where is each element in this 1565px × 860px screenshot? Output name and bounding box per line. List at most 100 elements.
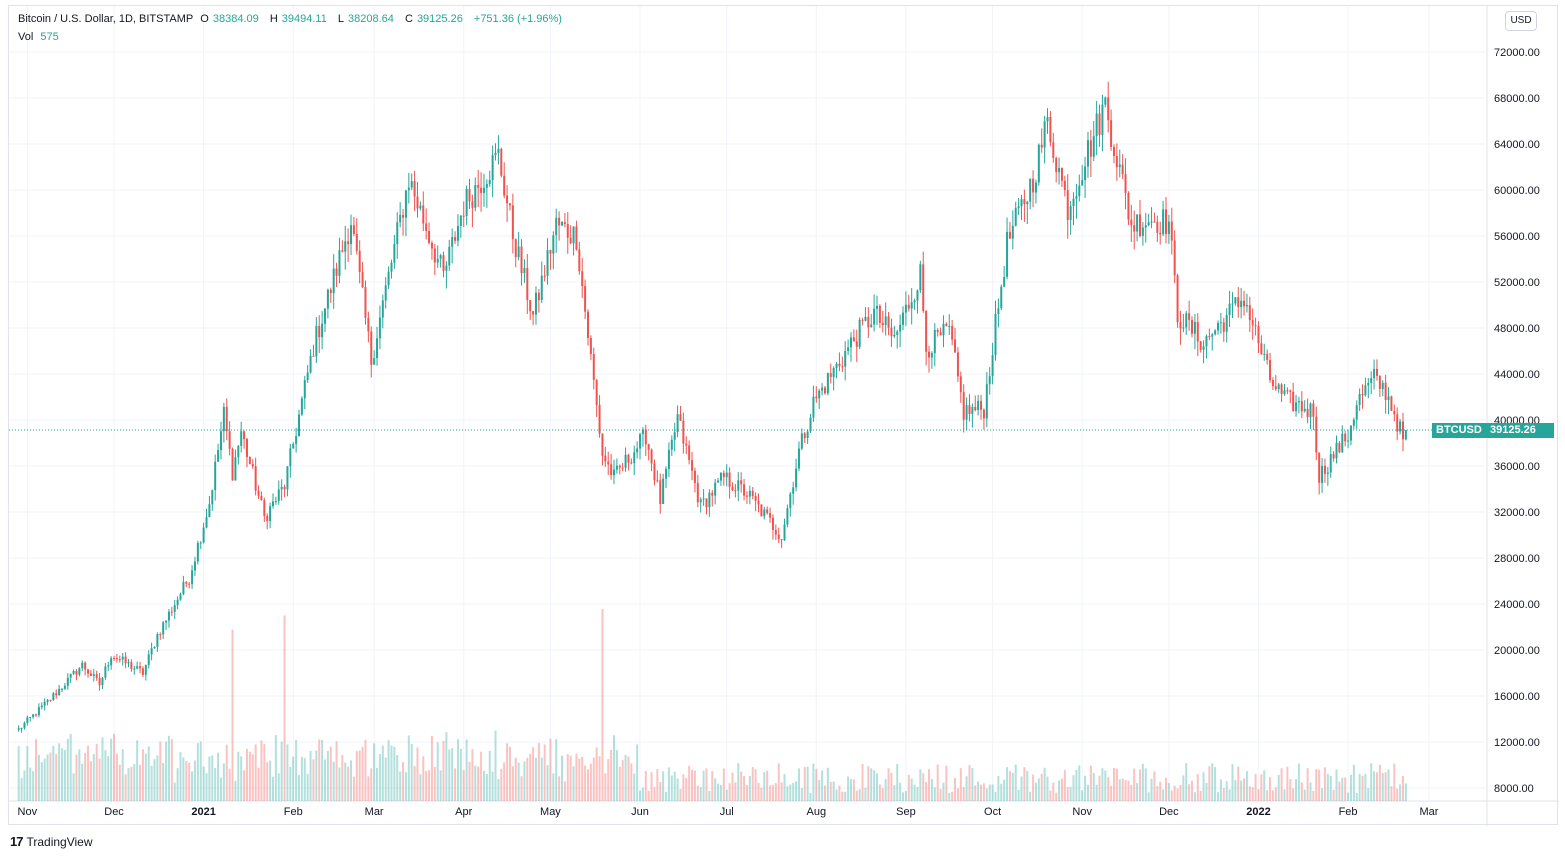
volume-bar — [234, 781, 237, 801]
volume-bar — [280, 741, 283, 801]
chart-svg[interactable]: 8000.00 12000.00 16000.00 20000.00 24000.00 2… — [9, 6, 1559, 826]
candle-body — [546, 250, 549, 276]
candle-body — [428, 231, 431, 243]
candle-body — [1332, 454, 1335, 459]
candle-body — [393, 243, 396, 263]
candle-body — [292, 443, 295, 449]
volume-bar — [731, 772, 734, 801]
candle-body — [37, 707, 40, 716]
candle-body — [1208, 336, 1211, 338]
candle-body — [306, 372, 309, 381]
volume-bar — [491, 771, 494, 801]
candle-body — [1315, 416, 1318, 453]
volume-bar — [959, 768, 962, 801]
volume-bar — [737, 763, 740, 801]
candle-body — [1318, 452, 1321, 483]
candle-body — [81, 662, 84, 669]
volume-bar — [1297, 763, 1300, 801]
time-tick-label: Feb — [284, 806, 303, 818]
candle-body — [488, 179, 491, 185]
candle-body — [404, 190, 407, 218]
price-tick-label: 24000.00 — [1494, 599, 1540, 611]
candle-body — [104, 666, 107, 678]
volume-bar — [809, 792, 812, 801]
candle-body — [1003, 276, 1006, 287]
tradingview-brand[interactable]: 17 TradingView — [10, 834, 93, 849]
volume-bar — [361, 746, 364, 801]
volume-bar — [245, 748, 248, 801]
candle-body — [1092, 136, 1095, 157]
volume-bar — [728, 783, 731, 801]
volume-bar — [387, 740, 390, 801]
candle-body — [532, 311, 535, 315]
volume-bar — [49, 752, 52, 801]
price-tick-label: 12000.00 — [1494, 737, 1540, 749]
candle-body — [656, 480, 659, 482]
volume-bar — [662, 771, 665, 801]
candle-body — [511, 205, 514, 240]
volume-bar — [511, 766, 514, 801]
volume-bar — [1219, 779, 1222, 801]
candle-body — [922, 264, 925, 311]
volume-bar — [399, 771, 402, 801]
candle-body — [1347, 440, 1350, 442]
candle-body — [312, 355, 315, 357]
volume-bar — [537, 742, 540, 801]
candle-body — [219, 431, 222, 451]
volume-bar — [607, 759, 610, 801]
candle-body — [913, 300, 916, 303]
volume-bar — [191, 771, 194, 801]
volume-bar — [1248, 786, 1251, 801]
volume-bar — [176, 768, 179, 801]
vol-label[interactable]: Vol — [18, 31, 34, 43]
candle-body — [497, 148, 500, 153]
candle-body — [665, 468, 668, 479]
volume-bar — [925, 782, 928, 801]
candle-body — [370, 331, 373, 365]
candle-body — [867, 316, 870, 328]
symbol-title[interactable]: Bitcoin / U.S. Dollar, 1D, BITSTAMP — [18, 13, 194, 25]
candle-body — [728, 472, 731, 487]
volume-bar — [968, 765, 971, 801]
candle-body — [529, 300, 532, 312]
candle-body — [286, 466, 289, 490]
candle-body — [1095, 113, 1098, 137]
candle-body — [826, 373, 829, 394]
candle-body — [647, 444, 650, 450]
volume-bar — [1118, 779, 1121, 801]
candle-body — [289, 448, 292, 467]
volume-bar — [1199, 790, 1202, 801]
candle-body — [78, 668, 81, 675]
candle-body — [899, 324, 902, 332]
volume-bar — [338, 767, 341, 801]
candle-body — [63, 685, 66, 689]
high-label: H — [269, 13, 278, 25]
candle-body — [1358, 393, 1361, 406]
volume-bar — [257, 767, 260, 801]
vol-value: 575 — [40, 31, 59, 43]
candle-body — [376, 338, 379, 359]
volume-bar — [46, 754, 49, 801]
volume-bar — [621, 760, 624, 801]
volume-bar — [936, 764, 939, 801]
currency-button[interactable]: USD — [1505, 11, 1537, 31]
volume-bar — [939, 788, 942, 801]
volume-bar — [977, 781, 980, 801]
candle-body — [1150, 221, 1153, 223]
volume-bar — [231, 629, 234, 801]
volume-bar — [821, 770, 824, 801]
candle-body — [1222, 322, 1225, 332]
candle-body — [858, 319, 861, 347]
candle-body — [208, 504, 211, 518]
candle-body — [864, 316, 867, 321]
candle-body — [641, 429, 644, 435]
volume-bar — [676, 778, 679, 801]
candle-body — [1280, 384, 1283, 395]
volume-bar — [1326, 773, 1329, 801]
volume-bar — [722, 768, 725, 801]
candle-body — [1274, 386, 1277, 390]
candle-body — [477, 185, 480, 188]
chart-frame[interactable]: 8000.00 12000.00 16000.00 20000.00 24000.00 2… — [8, 5, 1559, 826]
candle-body — [124, 656, 127, 664]
volume-bar — [1211, 763, 1214, 801]
